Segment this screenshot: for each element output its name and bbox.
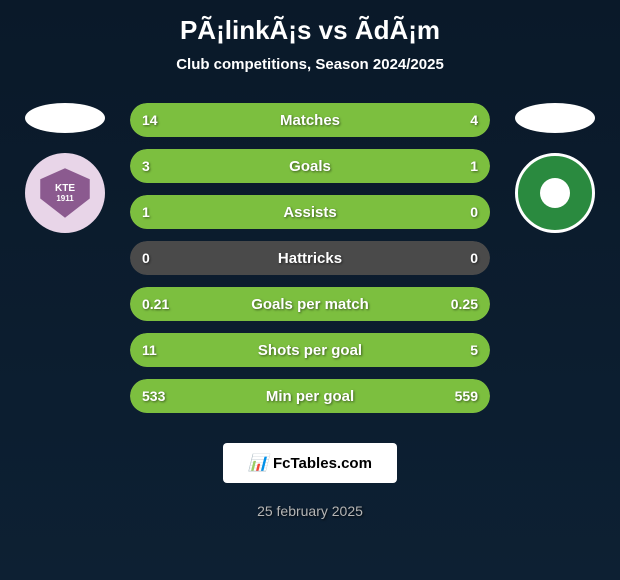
player-right-column: [505, 103, 605, 233]
watermark-badge: 📊 FcTables.com: [223, 443, 397, 483]
stat-label: Min per goal: [130, 388, 490, 405]
stat-value-right: 1: [470, 158, 478, 174]
player-right-photo: [515, 103, 595, 133]
team-left-shield-icon: KTE 1911: [38, 166, 93, 221]
player-left-photo: [25, 103, 105, 133]
team-left-name: KTE: [55, 183, 75, 194]
team-right-circle-icon: [540, 178, 570, 208]
season-subtitle: Club competitions, Season 2024/2025: [176, 56, 444, 73]
team-left-year: 1911: [56, 194, 73, 203]
stat-bar: 533Min per goal559: [130, 379, 490, 413]
stat-label: Goals per match: [130, 296, 490, 313]
player-left-column: KTE 1911: [15, 103, 115, 233]
team-right-logo: [515, 153, 595, 233]
chart-icon: 📊: [248, 453, 268, 473]
stat-label: Goals: [130, 158, 490, 175]
stat-bar: 14Matches4: [130, 103, 490, 137]
stat-bar: 11Shots per goal5: [130, 333, 490, 367]
stat-bar: 0.21Goals per match0.25: [130, 287, 490, 321]
comparison-title: PÃ¡linkÃ¡s vs ÃdÃ¡m: [180, 15, 440, 46]
stat-bar: 0Hattricks0: [130, 241, 490, 275]
stat-label: Hattricks: [130, 250, 490, 267]
stat-label: Assists: [130, 204, 490, 221]
stat-value-right: 0: [470, 250, 478, 266]
stats-column: 14Matches43Goals11Assists00Hattricks00.2…: [130, 103, 490, 413]
team-left-logo: KTE 1911: [25, 153, 105, 233]
watermark-text: FcTables.com: [273, 455, 372, 472]
stat-value-right: 4: [470, 112, 478, 128]
stat-bar: 3Goals1: [130, 149, 490, 183]
stat-value-right: 0: [470, 204, 478, 220]
stat-bar: 1Assists0: [130, 195, 490, 229]
stat-value-right: 0.25: [451, 296, 478, 312]
stat-value-right: 5: [470, 342, 478, 358]
main-container: PÃ¡linkÃ¡s vs ÃdÃ¡m Club competitions, S…: [0, 0, 620, 580]
content-area: KTE 1911 14Matches43Goals11Assists00Hatt…: [0, 103, 620, 413]
stat-label: Shots per goal: [130, 342, 490, 359]
stat-value-right: 559: [455, 388, 478, 404]
comparison-date: 25 february 2025: [257, 503, 363, 519]
stat-label: Matches: [130, 112, 490, 129]
